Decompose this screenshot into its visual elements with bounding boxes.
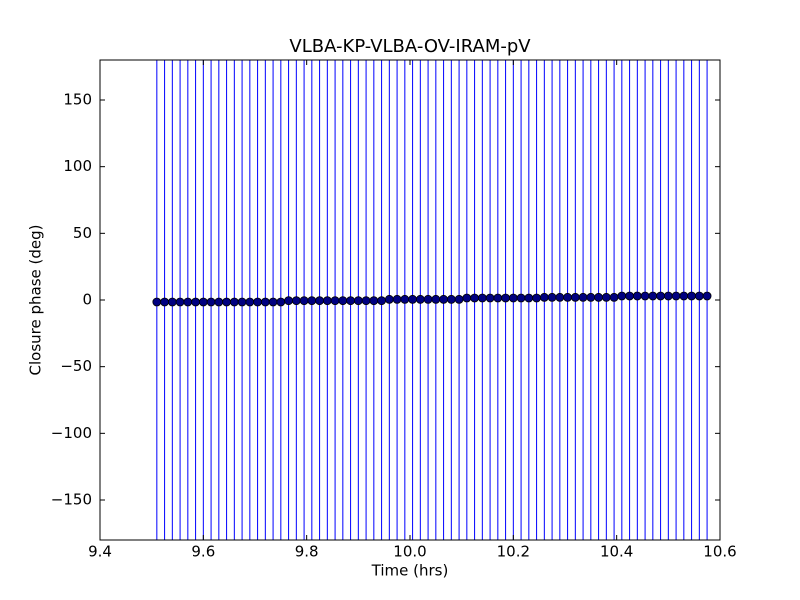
y-tick-label: 0 bbox=[82, 291, 92, 309]
point bbox=[532, 293, 541, 303]
point bbox=[214, 297, 224, 307]
x-axis-label: Time (hrs) bbox=[371, 562, 449, 580]
point bbox=[679, 291, 689, 301]
chart-title: VLBA-KP-VLBA-OV-IRAM-pV bbox=[289, 36, 531, 57]
point bbox=[392, 294, 402, 304]
point bbox=[299, 296, 309, 306]
point bbox=[338, 296, 348, 306]
y-tick-label: 150 bbox=[63, 91, 92, 109]
x-tick-label: 10.0 bbox=[393, 543, 426, 561]
x-tick-label: 9.6 bbox=[191, 543, 215, 561]
point bbox=[586, 292, 596, 302]
point bbox=[563, 292, 572, 302]
point bbox=[431, 294, 441, 304]
point bbox=[640, 291, 650, 301]
point bbox=[625, 291, 634, 301]
y-tick-label: −50 bbox=[60, 357, 92, 375]
point bbox=[276, 297, 286, 307]
point bbox=[408, 294, 417, 304]
point bbox=[284, 296, 293, 306]
point bbox=[198, 297, 208, 307]
point bbox=[446, 294, 456, 304]
x-tick-label: 10.6 bbox=[703, 543, 736, 561]
point bbox=[601, 292, 611, 302]
point bbox=[423, 294, 433, 304]
point bbox=[671, 291, 681, 301]
point bbox=[663, 291, 673, 301]
x-tick-label: 10.4 bbox=[600, 543, 633, 561]
point bbox=[229, 297, 239, 307]
y-tick-label: 50 bbox=[73, 224, 92, 242]
point bbox=[415, 294, 425, 304]
point bbox=[516, 293, 526, 303]
point bbox=[346, 296, 355, 306]
point bbox=[594, 292, 603, 302]
point bbox=[222, 297, 231, 307]
point bbox=[648, 291, 658, 301]
point bbox=[268, 297, 278, 307]
point bbox=[237, 297, 247, 307]
point bbox=[454, 294, 464, 304]
point bbox=[439, 294, 448, 304]
y-axis-label: Closure phase (deg) bbox=[27, 225, 45, 376]
point bbox=[330, 296, 340, 306]
x-tick-label: 9.8 bbox=[295, 543, 319, 561]
point bbox=[632, 291, 642, 301]
point bbox=[477, 293, 487, 303]
point bbox=[377, 296, 386, 306]
point bbox=[694, 291, 704, 301]
point bbox=[206, 297, 216, 307]
y-tick-label: −100 bbox=[51, 424, 92, 442]
point bbox=[462, 293, 472, 303]
point bbox=[322, 296, 332, 306]
y-tick-label: −150 bbox=[51, 491, 92, 509]
point bbox=[369, 296, 379, 306]
point bbox=[702, 291, 712, 301]
point bbox=[609, 292, 619, 302]
point bbox=[260, 297, 270, 307]
point bbox=[384, 294, 394, 304]
point bbox=[307, 296, 317, 306]
point bbox=[175, 297, 185, 307]
point bbox=[570, 292, 580, 302]
point bbox=[400, 294, 410, 304]
point bbox=[291, 296, 301, 306]
point bbox=[547, 292, 557, 302]
point bbox=[493, 293, 503, 303]
point bbox=[617, 291, 627, 301]
point bbox=[353, 296, 363, 306]
point bbox=[555, 292, 565, 302]
plot-area bbox=[152, 60, 712, 540]
point bbox=[315, 296, 324, 306]
point bbox=[191, 297, 200, 307]
point bbox=[245, 297, 255, 307]
point bbox=[361, 296, 371, 306]
point bbox=[152, 297, 162, 307]
x-tick-label: 10.2 bbox=[497, 543, 530, 561]
point bbox=[578, 292, 588, 302]
point bbox=[253, 297, 262, 307]
point bbox=[687, 291, 696, 301]
point bbox=[167, 297, 177, 307]
x-tick-label: 9.4 bbox=[88, 543, 112, 561]
y-tick-label: 100 bbox=[63, 157, 92, 175]
point bbox=[656, 291, 665, 301]
point bbox=[470, 293, 479, 303]
point bbox=[524, 293, 534, 303]
point bbox=[160, 297, 169, 307]
point bbox=[485, 293, 495, 303]
point bbox=[501, 293, 510, 303]
point bbox=[539, 292, 549, 302]
point bbox=[508, 293, 518, 303]
point bbox=[183, 297, 193, 307]
